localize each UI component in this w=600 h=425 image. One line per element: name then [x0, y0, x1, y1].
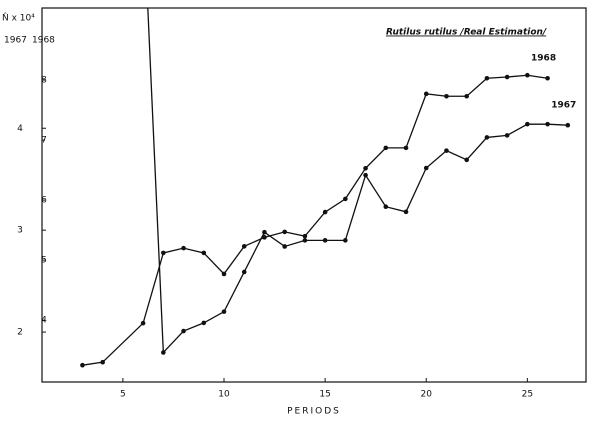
point	[403, 145, 409, 151]
x-tick-label: 15	[319, 390, 330, 400]
point	[545, 121, 550, 127]
point	[221, 271, 227, 277]
y2-tick-label: 6	[41, 196, 47, 206]
series-label: 1967	[551, 101, 576, 111]
point	[484, 75, 490, 81]
x-tick-label: 5	[120, 390, 126, 400]
point	[140, 320, 146, 326]
y2-tick-label: 5	[41, 256, 47, 266]
point	[262, 229, 267, 235]
point	[383, 145, 389, 151]
point	[100, 359, 105, 365]
point	[525, 72, 530, 78]
y-axis-label: 1967	[4, 36, 27, 46]
point	[403, 209, 409, 215]
point	[343, 238, 348, 243]
y2-axis-label: 1968	[32, 36, 55, 46]
point	[525, 121, 530, 127]
point	[181, 245, 186, 251]
point	[363, 172, 368, 178]
point	[201, 320, 207, 326]
y2-tick-label: 4	[41, 316, 47, 326]
point	[282, 244, 287, 249]
point	[343, 196, 348, 202]
point	[241, 269, 247, 275]
y-tick-label: 4	[17, 124, 23, 134]
point	[484, 135, 490, 140]
chart-title: Rutilus rutilus /Real Estimation/	[386, 28, 547, 38]
point	[322, 209, 328, 215]
point	[383, 204, 389, 210]
y-tick-label: 2	[17, 328, 23, 338]
series-label: 1968	[531, 54, 556, 64]
point	[181, 328, 186, 334]
point	[464, 93, 469, 99]
y-label: N̂ x 10⁴	[2, 12, 35, 24]
point	[423, 91, 429, 97]
plot	[80, 8, 571, 368]
x-label: PERIODS	[287, 407, 341, 417]
y2-tick-label: 8	[41, 76, 47, 86]
point	[80, 362, 85, 368]
y2-tick-label: 7	[41, 136, 47, 146]
point	[221, 309, 227, 314]
y-tick-label: 3	[17, 226, 23, 236]
series-line	[147, 8, 568, 355]
point	[545, 75, 550, 81]
x-tick-label: 10	[218, 390, 230, 400]
x-tick-label: 25	[522, 390, 533, 400]
point	[363, 165, 368, 171]
point	[423, 165, 429, 171]
point	[565, 122, 571, 128]
point	[444, 148, 449, 153]
x-tick-label: 20	[421, 390, 433, 400]
point	[322, 238, 328, 243]
point	[302, 238, 308, 243]
point	[241, 244, 247, 249]
point	[282, 229, 287, 235]
point	[444, 93, 449, 99]
point	[201, 250, 207, 256]
point	[302, 233, 308, 239]
point	[464, 157, 469, 163]
point	[262, 235, 267, 240]
point	[161, 350, 166, 355]
point	[504, 74, 510, 80]
point	[504, 133, 510, 138]
point	[161, 250, 166, 256]
plot-frame	[41, 7, 587, 383]
